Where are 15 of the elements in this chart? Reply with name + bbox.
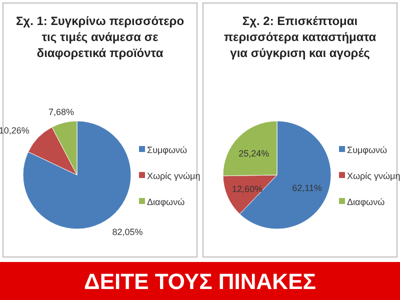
chart-title: Σχ. 1: Συγκρίνω περισσότερο τις τιμές ανάμεσα σε διαφορετικά προϊόντα — [16, 14, 184, 60]
data-label: 10,26% — [0, 125, 30, 136]
chart-title: Σχ. 2: Επισκέπτομαι περισσότερα καταστήματα για σύγκριση και αγορές — [224, 14, 377, 60]
data-label: 25,24% — [238, 148, 270, 158]
text: ΔΕΙΤΕ ΤΟΥΣ ΠΙΝΑΚΕΣ — [84, 269, 316, 294]
legend-label: Διαφωνώ — [347, 197, 385, 207]
data-label: 12,60% — [232, 184, 263, 194]
legend-label: Συμφωνώ — [347, 145, 388, 155]
data-label: 7,68% — [48, 106, 74, 117]
legend-label: Χωρίς γνώμη — [147, 171, 200, 181]
data-label: 62,11% — [292, 183, 322, 194]
data-label: 82,05% — [112, 226, 143, 237]
legend-label: Διαφωνώ — [147, 197, 185, 207]
legend-label: Συμφωνώ — [147, 145, 188, 155]
legend-label: Χωρίς γνώμη — [347, 171, 400, 181]
